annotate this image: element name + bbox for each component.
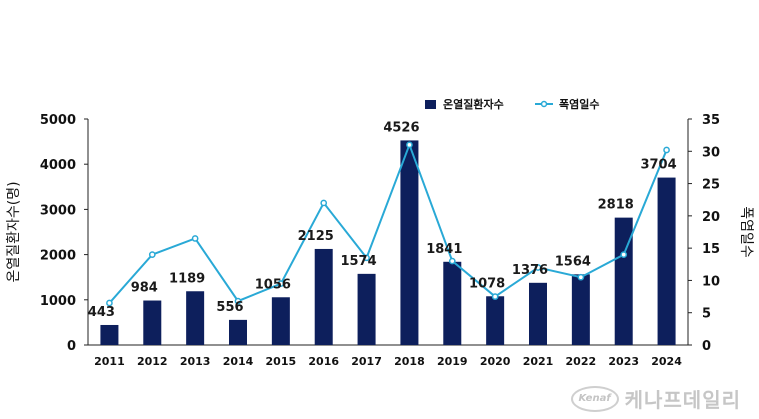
bar-value-label: 1056 bbox=[255, 277, 291, 292]
line-point bbox=[106, 299, 113, 307]
axes: 0 1000 2000 3000 4000 5000 0 5 10 15 20 25 30 35 2011 2… bbox=[40, 113, 720, 368]
watermark-brand: 케나프데일리 bbox=[624, 388, 741, 412]
legend-bar-swatch bbox=[425, 100, 436, 109]
y-tick-label: 2000 bbox=[40, 249, 76, 264]
x-tick-label: 2023 bbox=[608, 355, 639, 368]
bar bbox=[143, 300, 162, 345]
bar-value-label: 1564 bbox=[555, 254, 591, 269]
bar bbox=[357, 273, 376, 345]
x-tick-label: 2020 bbox=[480, 355, 511, 368]
x-tick-label: 2024 bbox=[651, 355, 682, 368]
x-tick-label: 2022 bbox=[566, 355, 597, 368]
bar-value-label: 443 bbox=[88, 305, 115, 320]
y2-tick-label: 15 bbox=[702, 242, 720, 257]
line-point bbox=[320, 199, 328, 207]
bar-value-label: 3704 bbox=[640, 158, 676, 173]
bar-value-label: 1376 bbox=[512, 263, 548, 278]
y2-tick-label: 30 bbox=[702, 145, 720, 160]
line-point bbox=[277, 280, 285, 288]
bar-value-label: 1189 bbox=[169, 271, 205, 286]
bar bbox=[186, 291, 205, 345]
y-tick-label: 5000 bbox=[40, 113, 76, 128]
line-path bbox=[108, 141, 668, 304]
x-tick-label: 2017 bbox=[351, 355, 382, 368]
x-tick-label: 2014 bbox=[223, 355, 254, 368]
x-tick-label: 2019 bbox=[437, 355, 468, 368]
bar-value-label: 4526 bbox=[383, 120, 419, 135]
y2-tick-label: 35 bbox=[702, 113, 720, 128]
legend-line-marker bbox=[540, 100, 548, 108]
line-point bbox=[363, 254, 370, 262]
bar-value-label: 2125 bbox=[298, 229, 334, 244]
line-series bbox=[106, 141, 670, 307]
y2-tick-label: 0 bbox=[702, 339, 711, 354]
legend-line-label: 폭염일수 bbox=[559, 97, 599, 111]
x-tick-label: 2018 bbox=[394, 355, 425, 368]
data-labels: 443 984 1189 556 1056 2125 1574 4526 1841 1078 137… bbox=[88, 120, 677, 320]
bar bbox=[529, 282, 547, 345]
bar-value-label: 556 bbox=[216, 300, 243, 315]
x-tick-label: 2011 bbox=[94, 355, 125, 368]
line-point bbox=[191, 235, 199, 242]
bar bbox=[486, 296, 505, 345]
watermark: Kenaf 케나프데일리 bbox=[570, 384, 741, 413]
watermark-logo-icon: Kenaf bbox=[570, 385, 619, 412]
bar bbox=[314, 248, 333, 345]
bar bbox=[100, 324, 119, 345]
y-axis-label: 온열질환자수(명) bbox=[6, 181, 22, 282]
bar-value-label: 1574 bbox=[340, 254, 376, 269]
line-point bbox=[148, 251, 156, 258]
line-point bbox=[577, 273, 585, 281]
y-tick-label: 1000 bbox=[40, 294, 76, 309]
y2-tick-label: 10 bbox=[702, 274, 720, 289]
bar bbox=[229, 319, 247, 345]
x-tick-label: 2021 bbox=[523, 355, 554, 368]
line-point bbox=[663, 146, 670, 154]
line-point bbox=[234, 297, 242, 305]
bar bbox=[443, 261, 462, 345]
bar bbox=[271, 297, 290, 345]
bar bbox=[657, 177, 676, 345]
bar-value-label: 1841 bbox=[426, 242, 462, 257]
line-point bbox=[491, 293, 499, 300]
line-point bbox=[448, 257, 456, 265]
bar-value-label: 2818 bbox=[598, 198, 634, 213]
y2-axis-label: 폭염일수 bbox=[738, 206, 754, 258]
legend-bar-label: 온열질환자수 bbox=[443, 97, 504, 111]
bar bbox=[614, 217, 633, 345]
x-tick-label: 2015 bbox=[266, 355, 297, 368]
bar-value-label: 984 bbox=[131, 281, 158, 296]
x-tick-label: 2016 bbox=[308, 355, 339, 368]
bar-series bbox=[100, 140, 676, 345]
bar bbox=[400, 140, 419, 345]
bar bbox=[571, 274, 590, 345]
line-point bbox=[620, 251, 628, 258]
y-tick-label: 3000 bbox=[40, 203, 76, 218]
y2-tick-label: 25 bbox=[702, 178, 720, 193]
line-point bbox=[406, 141, 413, 149]
legend: 온열질환자수 폭염일수 bbox=[425, 97, 599, 111]
y2-tick-label: 5 bbox=[702, 307, 711, 322]
bar-value-label: 1078 bbox=[469, 276, 505, 291]
x-tick-label: 2013 bbox=[180, 355, 211, 368]
y2-tick-label: 20 bbox=[702, 210, 720, 225]
y-tick-label: 0 bbox=[67, 339, 76, 354]
x-tick-label: 2012 bbox=[137, 355, 168, 368]
line-point bbox=[534, 264, 542, 271]
y-tick-label: 4000 bbox=[40, 158, 76, 173]
